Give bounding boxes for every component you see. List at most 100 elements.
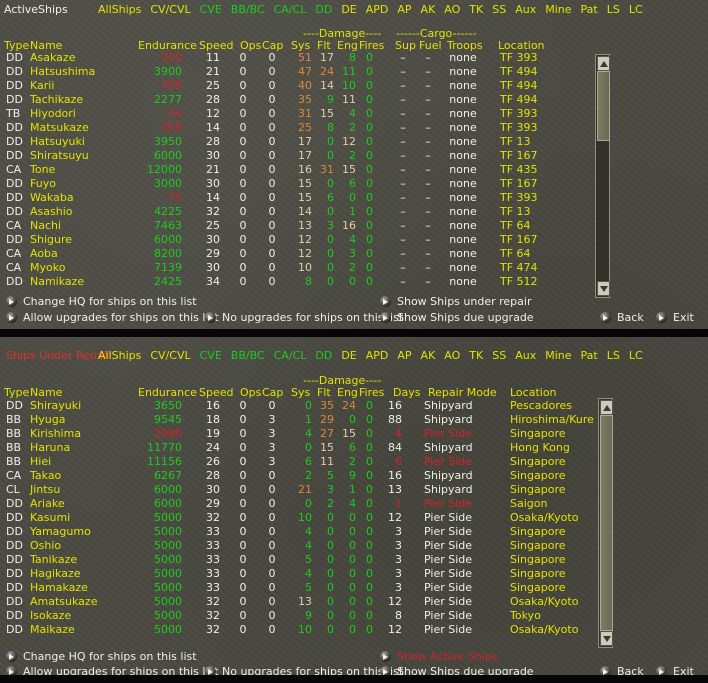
ship-row[interactable]: BB Hyuga 9545 18 0 3 1 29 0 0 88 Shipyard Hiroshima/… xyxy=(0,413,708,427)
repair-mode-value[interactable]: Pier Side xyxy=(424,455,473,468)
ship-row[interactable]: DD Wakaba 71 14 0 0 15 6 0 0– – none TF 393 xyxy=(0,191,708,205)
filter-pat[interactable]: Pat xyxy=(580,3,598,16)
ship-row[interactable]: DD Namikaze 2425 34 0 0 8 0 0 0– – none TF 512 xyxy=(0,275,708,289)
repair-mode-value[interactable]: Pier Side xyxy=(424,525,473,538)
ship-row[interactable]: BB Kirishima 2080 19 0 3 4 27 15 0 4 Pier Side Singa… xyxy=(0,427,708,441)
ship-row[interactable]: DD Yamagumo 5000 33 0 0 4 0 0 0 3 Pier Side Singapor… xyxy=(0,525,708,539)
ship-location-link[interactable]: Pescadores xyxy=(510,399,573,412)
ship-row[interactable]: CL Jintsu 6000 30 0 0 21 3 1 0 13 Shipyard Singapore xyxy=(0,483,708,497)
filter-bb-bc[interactable]: BB/BC xyxy=(230,3,265,16)
ship-row[interactable]: DD Shirayuki 3650 16 0 0 0 35 24 0 16 Shipyard Pesca… xyxy=(0,399,708,413)
filter-ss[interactable]: SS xyxy=(492,349,507,362)
show-ships-due-upgrade-button[interactable]: Show Ships due upgrade xyxy=(380,311,534,324)
ship-name-link[interactable]: Ariake xyxy=(30,497,65,510)
repair-mode-value[interactable]: Pier Side xyxy=(424,623,473,636)
ship-name-link[interactable]: Karii xyxy=(30,79,55,92)
ship-location-link[interactable]: TF 393 xyxy=(500,51,538,64)
ship-name-link[interactable]: Namikaze xyxy=(30,275,85,288)
filter-aux[interactable]: Aux xyxy=(515,349,537,362)
ship-location-link[interactable]: Osaka/Kyoto xyxy=(510,511,579,524)
filter-allships[interactable]: AllShips xyxy=(98,3,142,16)
ship-location-link[interactable]: Tokyo xyxy=(510,609,541,622)
filter-apd[interactable]: APD xyxy=(365,349,389,362)
ship-location-link[interactable]: TF 13 xyxy=(500,205,531,218)
ship-name-link[interactable]: Oshio xyxy=(30,539,62,552)
ship-location-link[interactable]: TF 64 xyxy=(500,247,531,260)
filter-ls[interactable]: LS xyxy=(606,3,620,16)
ship-row[interactable]: DD Asashio 4225 32 0 0 14 0 1 0– – none TF 13 xyxy=(0,205,708,219)
filter-mine[interactable]: Mine xyxy=(545,3,572,16)
ship-name-link[interactable]: Hamakaze xyxy=(30,581,88,594)
scroll-down-button[interactable] xyxy=(600,631,613,646)
scrollbar[interactable] xyxy=(595,54,610,298)
ship-location-link[interactable]: Hong Kong xyxy=(510,441,570,454)
ship-name-link[interactable]: Tachikaze xyxy=(30,93,84,106)
ship-location-link[interactable]: Hiroshima/Kure xyxy=(510,413,594,426)
filter-de[interactable]: DE xyxy=(341,349,357,362)
ship-name-link[interactable]: Shigure xyxy=(30,233,73,246)
filter-aux[interactable]: Aux xyxy=(515,3,537,16)
ship-location-link[interactable]: TF 494 xyxy=(500,93,538,106)
ship-row[interactable]: CA Aoba 8200 29 0 0 12 0 3 0– – none TF 64 xyxy=(0,247,708,261)
no-upgrades-for-ships-on-this-list-button[interactable]: No upgrades for ships on this list xyxy=(205,665,403,678)
scroll-thumb[interactable] xyxy=(597,71,610,141)
ship-name-link[interactable]: Yamagumo xyxy=(30,525,91,538)
filter-ao[interactable]: AO xyxy=(444,3,461,16)
repair-mode-value[interactable]: Pier Side xyxy=(424,609,473,622)
ship-name-link[interactable]: Hiei xyxy=(30,455,52,468)
ship-name-link[interactable]: Aoba xyxy=(30,247,58,260)
no-upgrades-for-ships-on-this-list-button[interactable]: No upgrades for ships on this list xyxy=(205,311,403,324)
ship-location-link[interactable]: TF 474 xyxy=(500,261,538,274)
ship-name-link[interactable]: Asashio xyxy=(30,205,73,218)
ship-location-link[interactable]: TF 435 xyxy=(500,163,538,176)
ship-row[interactable]: CA Tone 12000 21 0 0 16 31 15 0 – – none TF 435 xyxy=(0,163,708,177)
ship-name-link[interactable]: Kasumi xyxy=(30,511,71,524)
ship-name-link[interactable]: Haruna xyxy=(30,441,71,454)
filter-pat[interactable]: Pat xyxy=(580,349,598,362)
repair-mode-value[interactable]: Pier Side xyxy=(424,553,473,566)
ship-name-link[interactable]: Maikaze xyxy=(30,623,75,636)
ship-name-link[interactable]: Hiyodori xyxy=(30,107,76,120)
filter-de[interactable]: DE xyxy=(341,3,357,16)
repair-mode-value[interactable]: Shipyard xyxy=(424,399,473,412)
filter-ap[interactable]: AP xyxy=(397,3,412,16)
repair-mode-value[interactable]: Pier Side xyxy=(424,581,473,594)
filter-cve[interactable]: CVE xyxy=(199,3,222,16)
ship-name-link[interactable]: Takao xyxy=(30,469,62,482)
ship-location-link[interactable]: Singapore xyxy=(510,455,566,468)
scroll-up-button[interactable] xyxy=(600,400,613,415)
filter-cv-cvl[interactable]: CV/CVL xyxy=(150,349,191,362)
back-button[interactable]: Back xyxy=(600,665,644,678)
ship-location-link[interactable]: TF 167 xyxy=(500,149,538,162)
filter-ca-cl[interactable]: CA/CL xyxy=(273,3,307,16)
ship-row[interactable]: DD Hatsushima 3900 21 0 0 47 24 11 0 – – none TF 494 xyxy=(0,65,708,79)
ship-location-link[interactable]: Osaka/Kyoto xyxy=(510,623,579,636)
ship-row[interactable]: DD Hamakaze 5000 33 0 0 5 0 0 0 3 Pier Side Singapor… xyxy=(0,581,708,595)
filter-ap[interactable]: AP xyxy=(397,349,412,362)
ship-location-link[interactable]: TF 512 xyxy=(500,275,538,288)
ship-location-link[interactable]: TF 494 xyxy=(500,65,538,78)
ship-row[interactable]: DD Isokaze 5000 32 0 0 9 0 0 0 8 Pier Side Tokyo xyxy=(0,609,708,623)
ship-name-link[interactable]: Nachi xyxy=(30,219,62,232)
filter-tk[interactable]: TK xyxy=(469,349,484,362)
filter-ls[interactable]: LS xyxy=(606,349,620,362)
ship-row[interactable]: CA Takao 6267 28 0 0 2 5 9 0 16 Shipyard Singapore xyxy=(0,469,708,483)
filter-dd[interactable]: DD xyxy=(315,349,333,362)
ship-row[interactable]: CA Myoko 7139 30 0 0 10 0 2 0– – none TF 474 xyxy=(0,261,708,275)
ship-location-link[interactable]: Singapore xyxy=(510,553,566,566)
filter-ak[interactable]: AK xyxy=(420,3,436,16)
allow-upgrades-for-ships-on-this-list-button[interactable]: Allow upgrades for ships on this list xyxy=(6,311,219,324)
change-hq-for-ships-on-this-list-button[interactable]: Change HQ for ships on this list xyxy=(6,295,197,308)
ship-name-link[interactable]: Matsukaze xyxy=(30,121,89,134)
ship-row[interactable]: BB Haruna 11770 24 0 3 0 15 6 0 84 Shipyard Hong Kon… xyxy=(0,441,708,455)
ship-location-link[interactable]: Singapore xyxy=(510,567,566,580)
repair-mode-value[interactable]: Pier Side xyxy=(424,539,473,552)
ship-location-link[interactable]: Singapore xyxy=(510,483,566,496)
show-ships-under-repair-button[interactable]: Show Ships under repair xyxy=(380,295,531,308)
filter-cv-cvl[interactable]: CV/CVL xyxy=(150,3,191,16)
ship-name-link[interactable]: Tone xyxy=(30,163,56,176)
ship-name-link[interactable]: Myoko xyxy=(30,261,66,274)
filter-lc[interactable]: LC xyxy=(628,3,643,16)
ship-row[interactable]: DD Tachikaze 2277 28 0 0 35 9 11 0 – – none TF 494 xyxy=(0,93,708,107)
ship-row[interactable]: CA Nachi 7463 25 0 0 13 3 16 0 – – none TF 64 xyxy=(0,219,708,233)
